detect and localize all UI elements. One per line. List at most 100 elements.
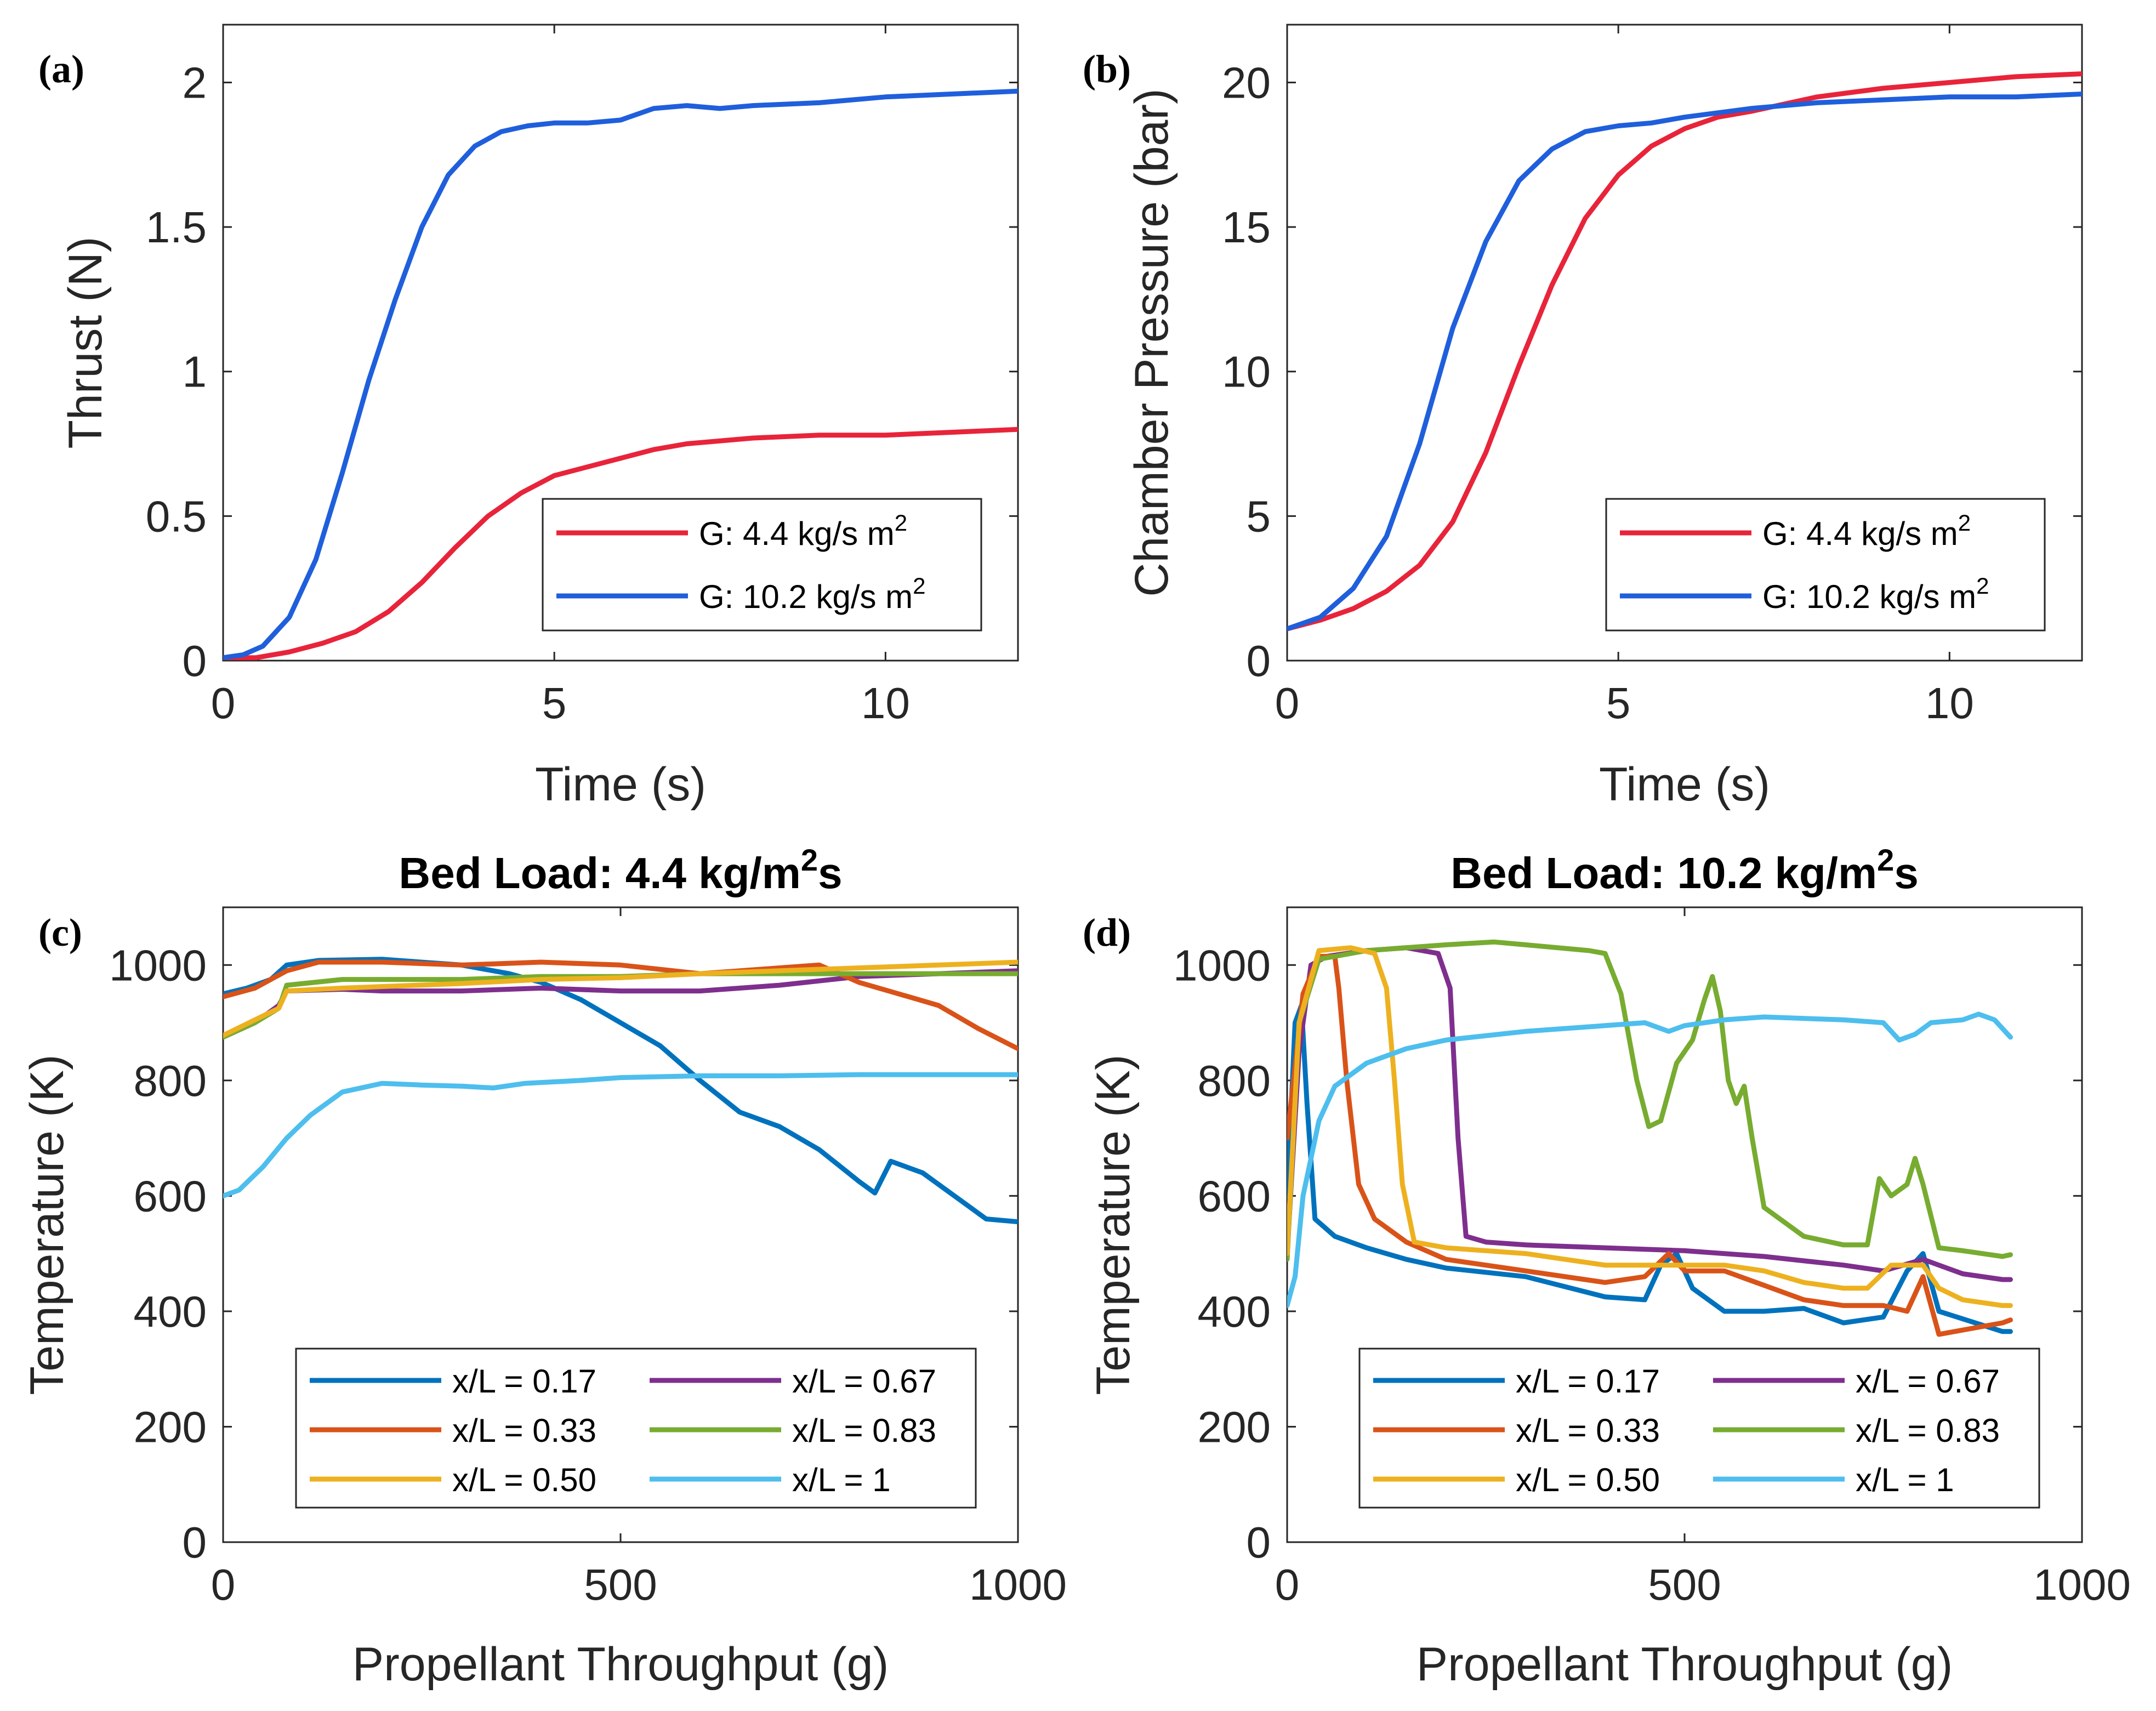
legend-label: x/L = 0.17 — [452, 1363, 596, 1400]
panel-d: Bed Load: 10.2 kg/m2s (d) 0 500 1000 0 200 40… — [1083, 843, 2131, 1691]
legend-label: x/L = 0.33 — [1516, 1412, 1660, 1449]
legend-entry: x/L = 0.50 — [452, 1462, 596, 1498]
y-tick-label: 0 — [183, 636, 207, 685]
legend-entry: x/L = 0.67 — [792, 1363, 936, 1400]
legend: G: 4.4 kg/s m2G: 10.2 kg/s m2 — [1605, 498, 2046, 632]
legend-label: x/L = 1 — [792, 1462, 891, 1498]
legend-label: G: 10.2 kg/s m — [1762, 578, 1976, 615]
title-suffix: s — [1894, 849, 1919, 897]
series-line-2 — [1287, 954, 2013, 1337]
x-tick-label: 1000 — [2033, 1560, 2131, 1609]
x-axis-label: Time (s) — [535, 758, 706, 811]
x-axis-label: Propellant Throughput (g) — [1417, 1638, 1953, 1691]
series-group — [1287, 939, 2013, 1337]
chart-title: Bed Load: 4.4 kg/m2s — [399, 843, 842, 897]
x-tick-label: 500 — [584, 1560, 657, 1609]
x-tick-label: 0 — [1275, 679, 1300, 727]
x-tick-label: 0 — [1275, 1560, 1300, 1609]
y-tick-label: 800 — [134, 1056, 207, 1105]
y-tick-label: 400 — [1198, 1287, 1271, 1336]
plot-area — [1286, 24, 2083, 662]
y-tick-label: 600 — [134, 1172, 207, 1220]
legend-entry: x/L = 0.17 — [1516, 1363, 1660, 1400]
legend-label: G: 4.4 kg/s m — [699, 515, 895, 552]
legend: G: 4.4 kg/s m2G: 10.2 kg/s m2 — [542, 498, 982, 632]
legend-label: x/L = 0.17 — [1516, 1363, 1660, 1400]
x-axis-label: Time (s) — [1599, 758, 1770, 811]
ticks: 0 500 1000 0 200 400 600 800 1000 — [1173, 907, 2131, 1609]
series-line-1 — [223, 88, 1018, 661]
ticks: 0 5 10 0 0.5 1 1.5 2 — [146, 25, 1018, 727]
legend-superscript: 2 — [913, 573, 925, 599]
title-superscript: 2 — [1877, 843, 1894, 877]
series-line-1 — [1287, 92, 2082, 632]
legend: x/L = 0.17 x/L = 0.67 x/L = 0.33 x/L = 0.83… — [295, 1348, 977, 1509]
panel-letter: (d) — [1083, 911, 1131, 954]
legend-entry: x/L = 0.33 — [1516, 1412, 1660, 1449]
legend-label: G: 4.4 kg/s m — [1762, 515, 1958, 552]
title-text: Bed Load: 10.2 kg/m — [1450, 849, 1877, 897]
series-group — [223, 957, 1018, 1225]
legend-entry: x/L = 1 — [792, 1462, 891, 1498]
panel-a: (a) 0 5 10 0 0.5 1 1.5 2 Time (s) Thrust (N) G:… — [38, 24, 1019, 811]
y-tick-label: 0 — [183, 1518, 207, 1567]
legend-entry: x/L = 0.50 — [1516, 1462, 1660, 1498]
y-axis-label: Chamber Pressure (bar) — [1125, 88, 1178, 596]
x-tick-label: 0 — [211, 679, 236, 727]
y-tick-label: 200 — [134, 1402, 207, 1451]
y-tick-label: 600 — [1198, 1172, 1271, 1220]
legend-entry: x/L = 1 — [1856, 1462, 1954, 1498]
legend-entry: G: 10.2 kg/s m2 — [1762, 573, 1989, 615]
y-tick-label: 200 — [1198, 1402, 1271, 1451]
legend-entry: G: 4.4 kg/s m2 — [699, 510, 907, 552]
legend-entry: G: 10.2 kg/s m2 — [699, 573, 926, 615]
legend-label: x/L = 0.83 — [1856, 1412, 2000, 1449]
legend-entry: x/L = 0.33 — [452, 1412, 596, 1449]
panel-letter: (c) — [38, 911, 82, 954]
legend-label: x/L = 0.50 — [1516, 1462, 1660, 1498]
y-tick-label: 1000 — [1173, 941, 1271, 990]
legend-entry: x/L = 0.17 — [452, 1363, 596, 1400]
x-tick-label: 0 — [211, 1560, 236, 1609]
legend-label: x/L = 0.33 — [452, 1412, 596, 1449]
y-tick-label: 1.5 — [146, 203, 207, 252]
plot-area — [222, 24, 1019, 662]
legend-label: x/L = 1 — [1856, 1462, 1954, 1498]
legend: x/L = 0.17 x/L = 0.67 x/L = 0.33 x/L = 0.83… — [1358, 1348, 2040, 1509]
panel-c: Bed Load: 4.4 kg/m2s (c) 0 500 1000 0 200 400… — [21, 843, 1067, 1691]
series-line-5 — [1287, 1011, 2013, 1308]
panel-letter: (a) — [38, 47, 84, 91]
title-suffix: s — [818, 849, 843, 897]
legend-label: x/L = 0.83 — [792, 1412, 936, 1449]
legend-superscript: 2 — [895, 510, 907, 536]
y-tick-label: 400 — [134, 1287, 207, 1336]
ticks: 0 500 1000 0 200 400 600 800 1000 — [109, 907, 1067, 1609]
x-axis-label: Propellant Throughput (g) — [352, 1638, 889, 1691]
y-axis-label: Temperature (K) — [21, 1054, 73, 1395]
y-tick-label: 800 — [1198, 1056, 1271, 1105]
y-axis-label: Temperature (K) — [1087, 1054, 1140, 1395]
y-tick-label: 0 — [1247, 636, 1271, 685]
x-tick-label: 1000 — [969, 1560, 1067, 1609]
legend-label: x/L = 0.67 — [1856, 1363, 2000, 1400]
x-tick-label: 10 — [861, 679, 910, 727]
legend-entry: G: 4.4 kg/s m2 — [1762, 510, 1971, 552]
panel-b: (b) 0 5 10 0 5 10 15 20 Time (s) Chamber Pressu… — [1083, 24, 2083, 811]
x-tick-label: 5 — [542, 679, 567, 727]
panel-letter: (b) — [1083, 47, 1131, 91]
ticks: 0 5 10 0 5 10 15 20 — [1222, 25, 2082, 727]
series-group — [223, 88, 1018, 661]
title-text: Bed Load: 4.4 kg/m — [399, 849, 800, 897]
y-tick-label: 1 — [183, 348, 207, 396]
series-group — [1287, 71, 2082, 632]
chart-title: Bed Load: 10.2 kg/m2s — [1450, 843, 1919, 897]
title-superscript: 2 — [801, 843, 818, 877]
legend-entry: x/L = 0.83 — [792, 1412, 936, 1449]
legend-label: x/L = 0.50 — [452, 1462, 596, 1498]
series-line-3 — [223, 971, 1018, 1040]
y-axis-label: Thrust (N) — [59, 237, 112, 449]
legend-superscript: 2 — [1976, 573, 1989, 599]
y-tick-label: 1000 — [109, 941, 207, 990]
y-tick-label: 10 — [1222, 348, 1271, 396]
series-line-4 — [1287, 945, 2013, 1308]
